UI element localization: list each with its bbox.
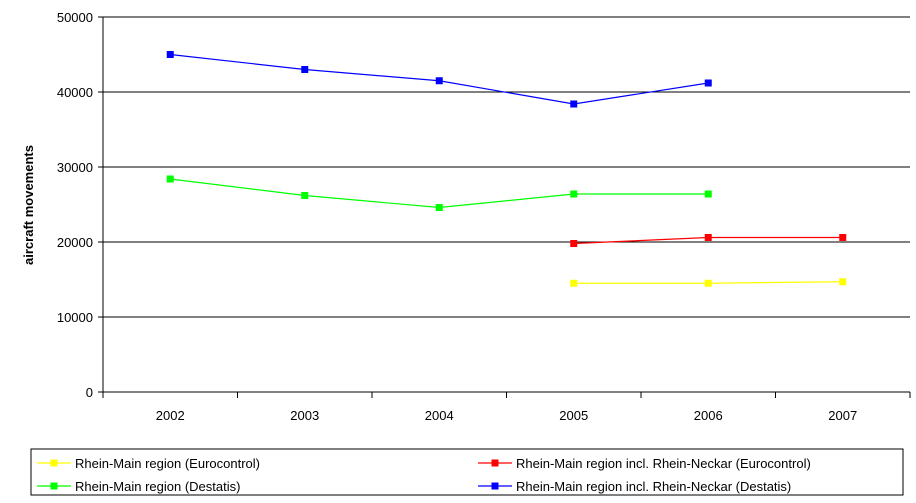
y-tick-label: 10000: [57, 310, 93, 325]
x-tick-label: 2007: [828, 408, 857, 423]
y-tick-label: 40000: [57, 85, 93, 100]
series-point-0: [570, 279, 578, 287]
series-point-3: [570, 100, 578, 108]
legend-label: Rhein-Main region (Eurocontrol): [75, 456, 260, 471]
series-point-2: [435, 204, 443, 211]
series-point-3: [301, 66, 309, 73]
y-axis-title: aircraft movements: [21, 145, 36, 265]
series-point-3: [166, 51, 174, 58]
axes: 0 10000 20000 30000 40000 50000 2002 2003 2004 20…: [57, 10, 911, 423]
legend-swatch-marker: [491, 482, 499, 490]
x-tick-label: 2006: [694, 408, 723, 423]
legend-swatch-marker: [491, 459, 499, 467]
legend-label: Rhein-Main region (Destatis): [75, 479, 240, 494]
x-tick-label: 2004: [425, 408, 454, 423]
series-point-2: [570, 190, 578, 198]
series-point-2: [301, 192, 309, 199]
legend-swatch-marker: [50, 482, 58, 490]
y-tick-label: 50000: [57, 10, 93, 25]
legend-box: [30, 448, 904, 496]
legend-label: Rhein-Main region incl. Rhein-Neckar (De…: [516, 479, 791, 494]
y-tick-label: 30000: [57, 160, 93, 175]
series-point-2: [704, 190, 712, 198]
series-lines: [166, 51, 847, 287]
x-tick-label: 2002: [156, 408, 185, 423]
legend: Rhein-Main region (Eurocontrol) Rhein-Mai…: [30, 448, 904, 496]
series-point-2: [166, 175, 174, 183]
y-tick-label: 0: [86, 385, 93, 400]
y-tick-label: 20000: [57, 235, 93, 250]
series-point-3: [435, 77, 443, 85]
series-point-1: [704, 234, 712, 241]
legend-swatch-marker: [50, 459, 58, 467]
series-point-1: [570, 240, 578, 247]
gridlines: [103, 16, 910, 318]
series-point-0: [704, 279, 712, 287]
series-line-2: [170, 178, 709, 209]
x-tick-label: 2005: [559, 408, 588, 423]
series-point-3: [704, 79, 712, 87]
x-tick-label: 2003: [290, 408, 319, 423]
legend-label: Rhein-Main region incl. Rhein-Neckar (Eu…: [516, 456, 811, 471]
series-point-0: [839, 278, 847, 286]
series-point-1: [839, 234, 847, 241]
